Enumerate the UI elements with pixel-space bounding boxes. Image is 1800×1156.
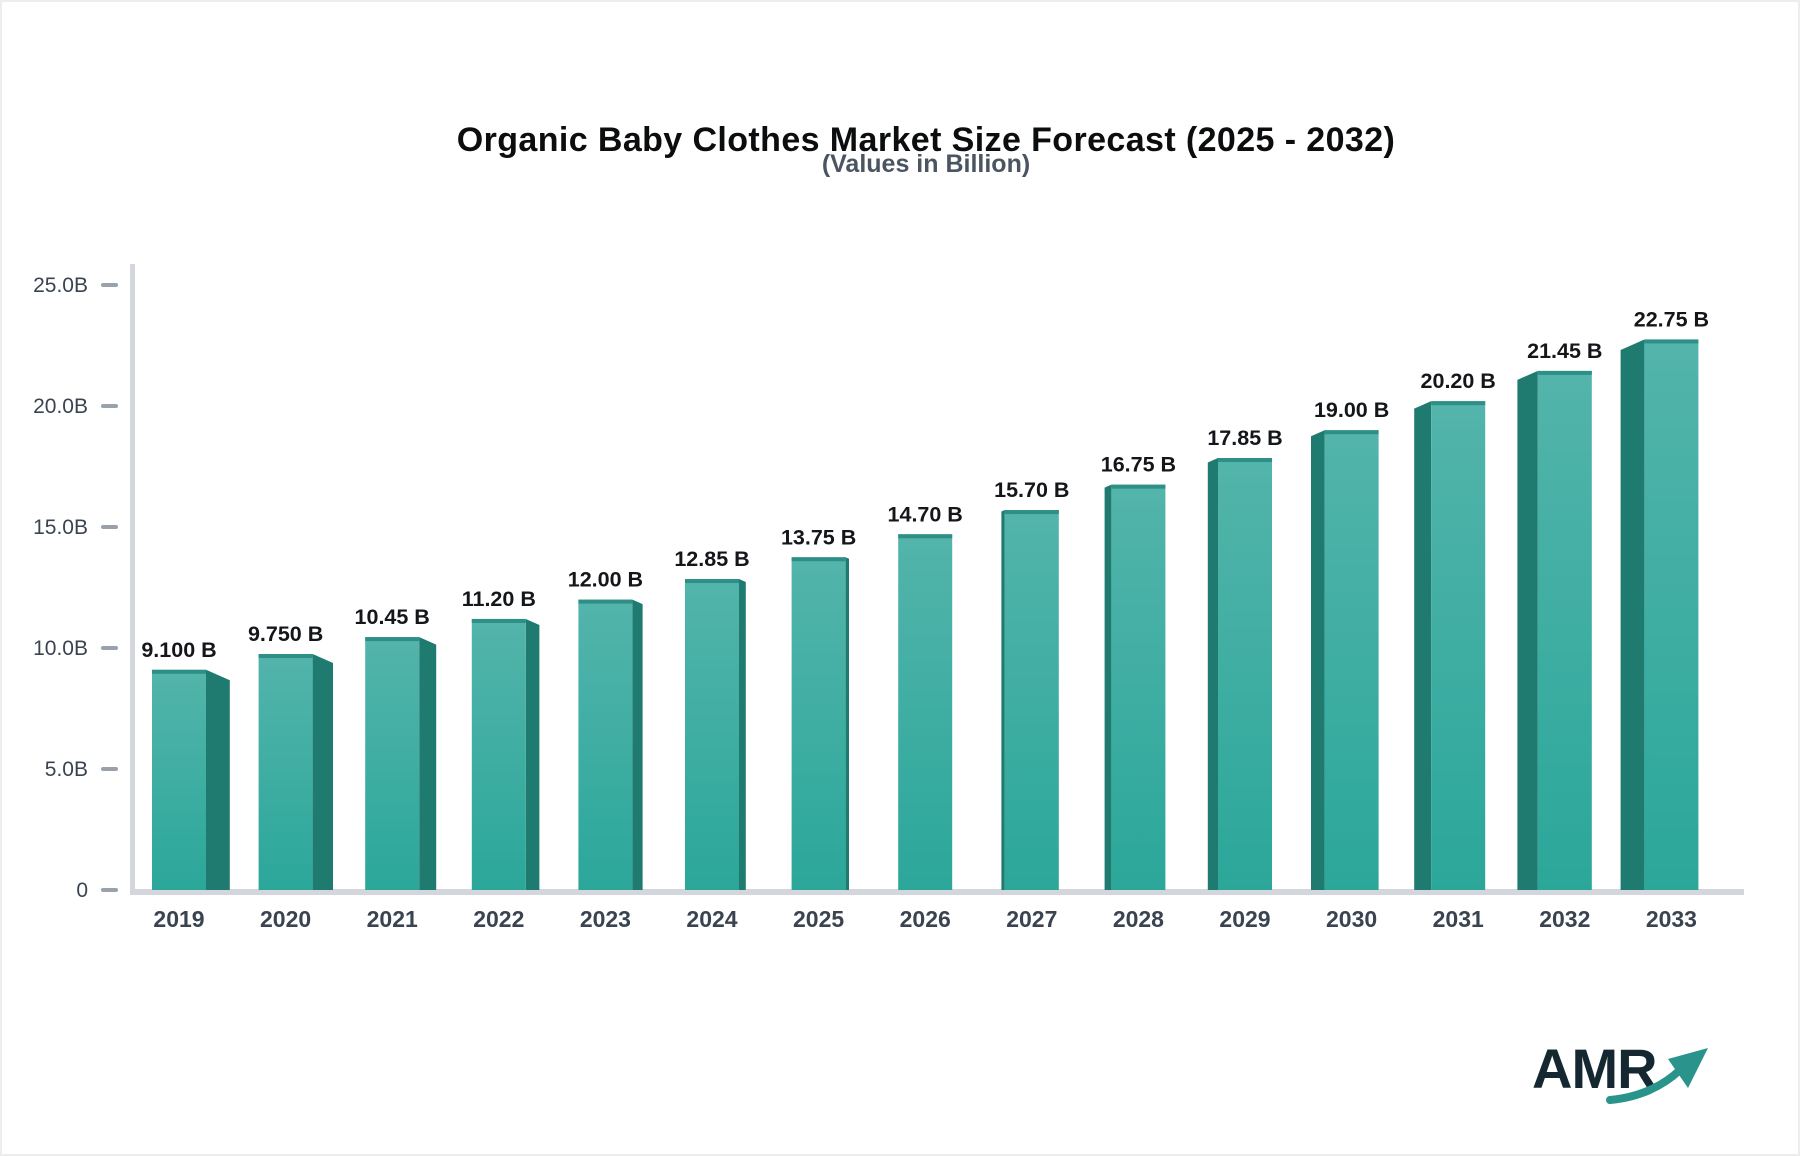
cagr-badge: CAGR: 6.76%: [825, 271, 1031, 306]
bar: [791, 557, 846, 890]
bar-top-bevel: [1218, 458, 1272, 463]
x-axis-line: [130, 889, 1744, 895]
bar: [1644, 339, 1699, 890]
x-tick-label: 2031: [1433, 906, 1484, 932]
y-tick-label: 15.0B: [33, 516, 88, 539]
x-tick-label: 2025: [793, 906, 844, 932]
bar-value-label: 14.70 B: [888, 502, 963, 526]
bar-top-bevel: [258, 654, 313, 659]
bar-top-bevel: [152, 669, 206, 674]
bar: [685, 579, 739, 890]
bar: [578, 599, 633, 890]
bar-side-face: [1311, 430, 1325, 890]
growth-arrow-icon: [1606, 1048, 1708, 1104]
bar-top-bevel: [791, 557, 846, 562]
bar-value-label: 16.75 B: [1101, 453, 1176, 477]
bar-top-bevel: [685, 579, 739, 584]
bar-value-label: 20.20 B: [1421, 369, 1496, 393]
y-tick-dash: [101, 888, 118, 892]
amr-logo: AMR: [1532, 1032, 1732, 1112]
bar-side-face: [1207, 458, 1218, 890]
x-tick-label: 2026: [900, 906, 951, 932]
bar-value-label: 10.45 B: [355, 605, 430, 629]
bar-top-bevel: [1644, 339, 1699, 344]
bar: [1111, 484, 1166, 890]
y-tick-label: 20.0B: [33, 395, 88, 418]
x-tick-label: 2032: [1539, 906, 1590, 932]
y-tick-label: 5.0B: [45, 758, 88, 781]
arrow-head: [1668, 1048, 1708, 1088]
bar-value-label: 22.75 B: [1634, 307, 1709, 331]
bar-side-face: [739, 579, 746, 890]
bar-value-label: 19.00 B: [1314, 398, 1389, 422]
bar-side-face: [1104, 484, 1112, 890]
bar-value-label: 9.100 B: [141, 638, 216, 662]
bar-side-face: [845, 557, 849, 890]
bar: [471, 618, 526, 890]
x-tick-label: 2023: [580, 906, 631, 932]
bar-value-label: 13.75 B: [781, 525, 856, 549]
bar-top-bevel: [1324, 430, 1379, 435]
bar: [258, 654, 313, 890]
page-subtitle: (Values in Billion): [821, 150, 1031, 178]
bar-side-face: [419, 637, 437, 890]
y-tick-label: 10.0B: [33, 637, 88, 660]
bar-side-face: [1001, 510, 1005, 890]
x-tick-label: 2027: [1006, 906, 1057, 932]
y-tick-dash: [101, 283, 118, 287]
y-tick-dash: [101, 767, 118, 771]
x-tick-label: 2028: [1113, 906, 1164, 932]
x-tick-label: 2033: [1646, 906, 1697, 932]
bar-value-label: 21.45 B: [1527, 339, 1602, 363]
bar: [1431, 401, 1486, 890]
bar-top-bevel: [365, 637, 420, 642]
x-tick-label: 2019: [153, 906, 204, 932]
bar: [152, 669, 206, 890]
bar-value-label: 11.20 B: [462, 587, 536, 611]
bar-value-label: 15.70 B: [994, 478, 1069, 502]
bar-top-bevel: [1537, 370, 1592, 375]
bar-side-face: [632, 599, 643, 890]
bar-side-face: [312, 654, 333, 890]
x-tick-label: 2024: [686, 906, 737, 932]
bar: [898, 534, 953, 890]
bar-side-face: [1414, 401, 1432, 890]
bar-top-bevel: [578, 599, 633, 604]
bar-value-label: 17.85 B: [1207, 426, 1282, 450]
x-tick-label: 2021: [367, 906, 418, 932]
bar: [1537, 370, 1592, 890]
bar: [1324, 430, 1379, 890]
bar: [1218, 458, 1272, 890]
y-tick-label: 0: [76, 879, 88, 902]
bar-value-label: 12.85 B: [674, 547, 749, 571]
bar-top-bevel: [1004, 510, 1059, 515]
y-tick-label: 25.0B: [33, 274, 88, 297]
bar-side-face: [206, 669, 230, 890]
y-tick-dash: [101, 525, 118, 529]
x-tick-label: 2029: [1219, 906, 1270, 932]
bar-side-face: [1620, 339, 1645, 890]
bar-side-face: [1517, 370, 1538, 890]
bar: [365, 637, 420, 890]
x-tick-label: 2030: [1326, 906, 1377, 932]
bar-value-label: 12.00 B: [568, 568, 643, 592]
y-axis-line: [130, 264, 135, 894]
amr-logo-text: AMR: [1532, 1037, 1658, 1100]
page-title: Organic Baby Clothes Market Size Forecas…: [456, 120, 1396, 159]
bar-top-bevel: [898, 534, 953, 539]
bar-value-label: 9.750 B: [248, 622, 323, 646]
y-tick-dash: [101, 646, 118, 650]
bar-side-face: [525, 618, 540, 890]
x-tick-label: 2022: [473, 906, 524, 932]
arrow-tail: [1606, 1066, 1684, 1104]
y-tick-dash: [101, 404, 118, 408]
x-tick-label: 2020: [260, 906, 311, 932]
bar-top-bevel: [471, 618, 526, 623]
bar-top-bevel: [1431, 401, 1486, 406]
bar-top-bevel: [1111, 484, 1166, 489]
bar: [1004, 510, 1059, 890]
